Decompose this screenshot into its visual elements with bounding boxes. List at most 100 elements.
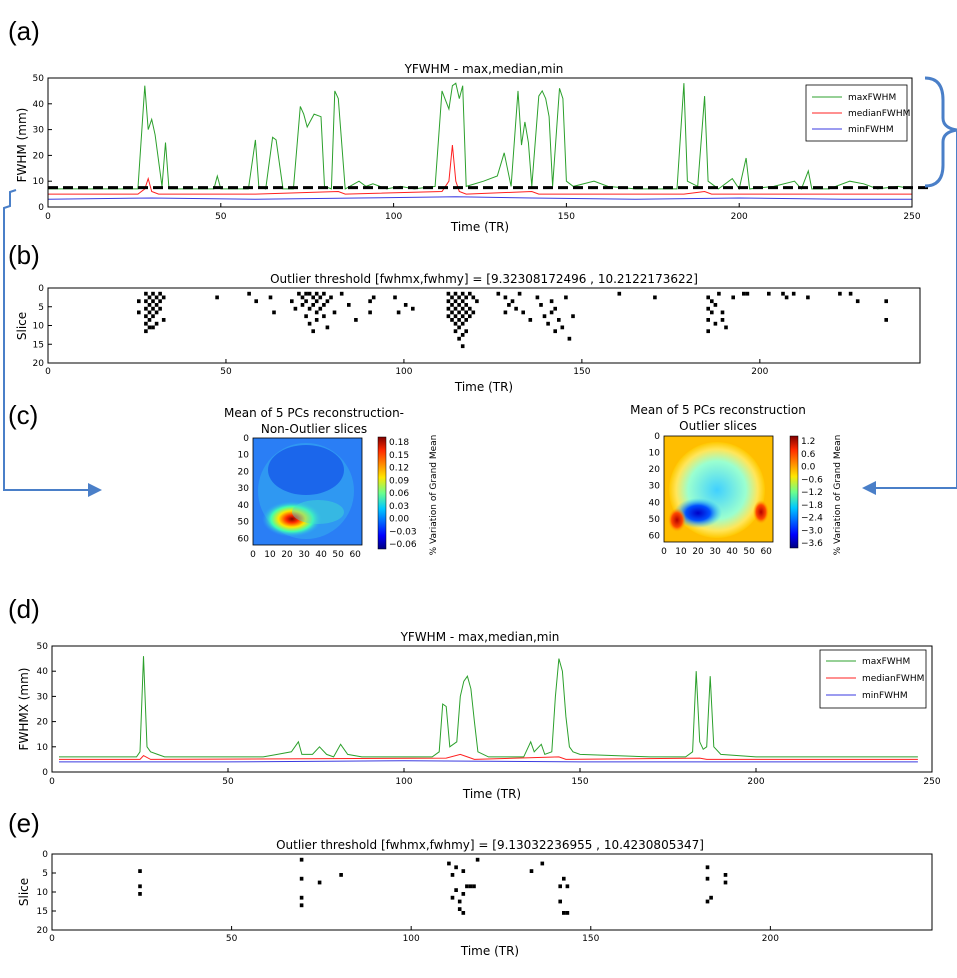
chart-c2-colorbar-tick: 0.0: [801, 463, 816, 473]
chart-e-ytick-label: 5: [42, 869, 48, 879]
chart-b-outlier-cell: [446, 291, 451, 296]
chart-b-outlier-cell: [154, 295, 159, 300]
chart-b-outlier-cell: [147, 295, 152, 300]
chart-a-frame: [47, 77, 913, 208]
chart-e-xtick-label: 100: [403, 934, 420, 944]
chart-e-outlier-cell: [723, 880, 728, 885]
chart-a-xtick-label: 0: [45, 212, 51, 222]
chart-d-legend: maxFWHM medianFWHM minFWHM: [819, 649, 927, 709]
chart-c1-colorbar-label: % Variation of Grand Mean: [429, 435, 439, 556]
chart-b-outlier-cell: [151, 299, 155, 304]
chart-b-outlier-cell: [496, 291, 501, 296]
chart-b-outlier-cell: [468, 291, 472, 296]
chart-d-ytick-label: 20: [37, 718, 49, 728]
chart-d-ytick-label: 50: [37, 642, 49, 652]
chart-b-outlier-cell: [311, 295, 315, 300]
chart-b-outlier-cell: [354, 318, 358, 322]
chart-c1-xtick-label: 0: [250, 550, 256, 560]
chart-b-outlier-cell: [144, 291, 148, 296]
chart-c2-xtick-label: 0: [661, 547, 667, 557]
chart-e-ylabel: Slice: [17, 878, 31, 906]
chart-b-outlier-cell: [322, 303, 326, 307]
chart-e-outlier-cell: [450, 895, 455, 900]
chart-b-outlier-cell: [717, 291, 721, 296]
chart-c2-title: Mean of 5 PCs reconstruction: [630, 403, 806, 417]
chart-e-outlier-cell: [529, 869, 534, 873]
chart-c2-outlier-image: Mean of 5 PCs reconstruction Outlier sli…: [630, 403, 843, 557]
chart-c1-non-outlier-image: Mean of 5 PCs reconstruction- Non-Outlie…: [224, 406, 439, 560]
chart-b-outlier-cell: [464, 329, 468, 334]
chart-b-outlier-cell: [510, 299, 515, 304]
chart-b-outlier-cell: [290, 299, 294, 304]
panel-label-b: (b): [8, 240, 40, 270]
arrow-right-head-icon: [862, 481, 876, 495]
chart-b-title: Outlier threshold [fwhmx,fwhmy] = [9.323…: [270, 272, 698, 286]
chart-b-outlier-cell: [304, 291, 308, 296]
chart-e-xtick-label: 50: [226, 934, 238, 944]
chart-b-xtick-label: 50: [220, 367, 232, 377]
chart-e-outlier-cell: [457, 899, 462, 904]
chart-b-outlier-cell: [468, 306, 472, 311]
chart-b-outlier-cell: [471, 295, 476, 300]
chart-b-outlier-cell: [617, 291, 622, 296]
chart-a-legend-min: minFWHM: [848, 125, 894, 135]
chart-a-ytick-label: 20: [33, 151, 45, 161]
chart-b-outlier-cell: [549, 310, 554, 315]
chart-b-outlier-cell: [457, 325, 461, 330]
chart-b-outlier-cell: [158, 299, 162, 304]
chart-b-outlier-cell: [503, 295, 508, 300]
chart-b-outlier-cell: [713, 303, 718, 307]
chart-b-outlier-cell: [742, 291, 746, 296]
chart-e-outlier-cell: [540, 861, 545, 866]
chart-c2-xtick-label: 30: [709, 547, 721, 557]
chart-e-outlier-cell: [138, 892, 142, 896]
chart-b-outlier-cell: [517, 291, 522, 296]
chart-b-outlier-cell: [300, 295, 305, 300]
chart-c1-ytick-label: 0: [243, 434, 249, 444]
chart-e-xtick-label: 150: [582, 934, 599, 944]
chart-c1-hot-region: [262, 501, 322, 537]
chart-b-outlier-cell: [147, 318, 152, 322]
chart-b-ytick-label: 15: [33, 340, 44, 350]
chart-b-outlier-cell: [745, 291, 750, 296]
chart-b-outlier-cell: [460, 321, 465, 326]
chart-b-outlier-cell: [460, 306, 465, 311]
chart-a-xtick-label: 150: [558, 212, 575, 222]
chart-c2-ytick-label: 20: [649, 465, 661, 475]
chart-c1-colorbar-tick: 0.09: [389, 476, 409, 486]
chart-b-outlier-cell: [884, 299, 888, 304]
chart-c2-colorbar-tick: −3.6: [801, 539, 823, 549]
chart-e-outlier-cell: [475, 857, 480, 862]
chart-b-outlier-cell: [453, 329, 458, 334]
chart-b-outlier-cell: [318, 295, 323, 300]
chart-e-xlabel: Time (TR): [460, 944, 519, 958]
chart-b-outlier-cell: [347, 303, 351, 307]
chart-b-outlier-cell: [396, 310, 401, 315]
chart-e-outlier-cell: [450, 873, 455, 877]
chart-b-outlier-cell: [339, 291, 344, 296]
chart-c2-frame: [663, 435, 774, 543]
chart-d-legend-box: [819, 649, 927, 709]
chart-b-outlier-cell: [571, 314, 575, 319]
chart-b-outlier-cell: [446, 306, 451, 311]
chart-d-xtick-label: 100: [395, 777, 412, 787]
chart-b-outlier-cell: [322, 291, 326, 296]
chart-b-outlier-cell: [307, 306, 312, 311]
chart-b-outlier-cell: [784, 295, 789, 300]
chart-b-outlier-cell: [706, 295, 710, 300]
chart-c2-ytick-label: 50: [649, 515, 661, 525]
chart-c1-xtick-label: 60: [349, 550, 361, 560]
chart-a-ytick-label: 10: [33, 177, 45, 187]
chart-b-outlier-cell: [151, 325, 155, 330]
chart-b-outlier-cell: [464, 310, 468, 315]
chart-e-outlier-cell: [299, 876, 304, 881]
chart-c2-colorbar: [789, 435, 799, 549]
chart-a-xtick-label: 200: [731, 212, 748, 222]
annotation-arrows: [3, 76, 957, 497]
chart-d-ytick-label: 40: [37, 667, 49, 677]
chart-e-outlier-cell: [723, 873, 728, 877]
chart-b-outlier-cell: [457, 318, 461, 322]
chart-c2-colorbar-tick: 1.2: [801, 437, 815, 447]
panel-label-c: (c): [8, 400, 38, 430]
chart-b-outlier-cell: [329, 295, 333, 300]
